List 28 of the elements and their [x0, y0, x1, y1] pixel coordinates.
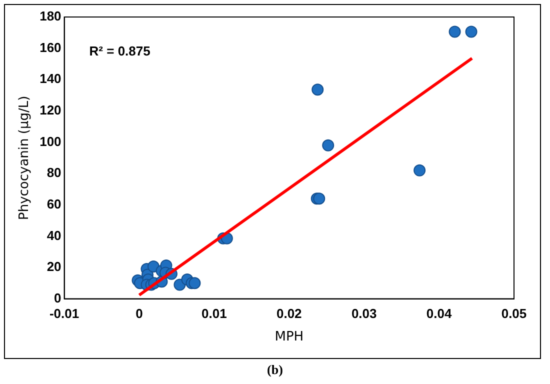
y-tick-label: 40	[46, 228, 62, 243]
x-tick-label: -0.01	[49, 306, 80, 322]
point	[465, 26, 478, 38]
x-tick-label: 0.03	[351, 306, 377, 322]
y-axis-title: Phycocyanin (µg/L)	[17, 96, 32, 220]
x-tick-label: 0.02	[276, 306, 302, 322]
x-tick-label: 0.04	[426, 306, 452, 322]
point	[312, 84, 324, 96]
y-tick-label: 100	[40, 134, 62, 149]
y-tick-label: 0	[54, 290, 62, 306]
x-tick-label: 0	[136, 306, 143, 322]
point	[188, 277, 201, 290]
y-tick-label: 180	[40, 8, 62, 24]
x-tick-label: 0.05	[501, 306, 527, 322]
annotation: R² = 0.875	[89, 44, 150, 59]
point	[448, 26, 461, 38]
text: (b)	[266, 362, 284, 378]
point	[414, 164, 426, 176]
x-axis-title: MPH	[274, 330, 304, 345]
x-tick-label: 0.01	[202, 306, 227, 322]
y-tick-label: 160	[40, 40, 62, 55]
y-tick-label: 120	[40, 102, 62, 118]
y-tick-label: 140	[40, 71, 62, 86]
y-tick-label: 60	[46, 196, 62, 212]
point	[322, 139, 334, 152]
y-tick-label: 80	[46, 165, 62, 180]
point	[313, 192, 326, 205]
y-tick-label: 20	[46, 259, 62, 274]
